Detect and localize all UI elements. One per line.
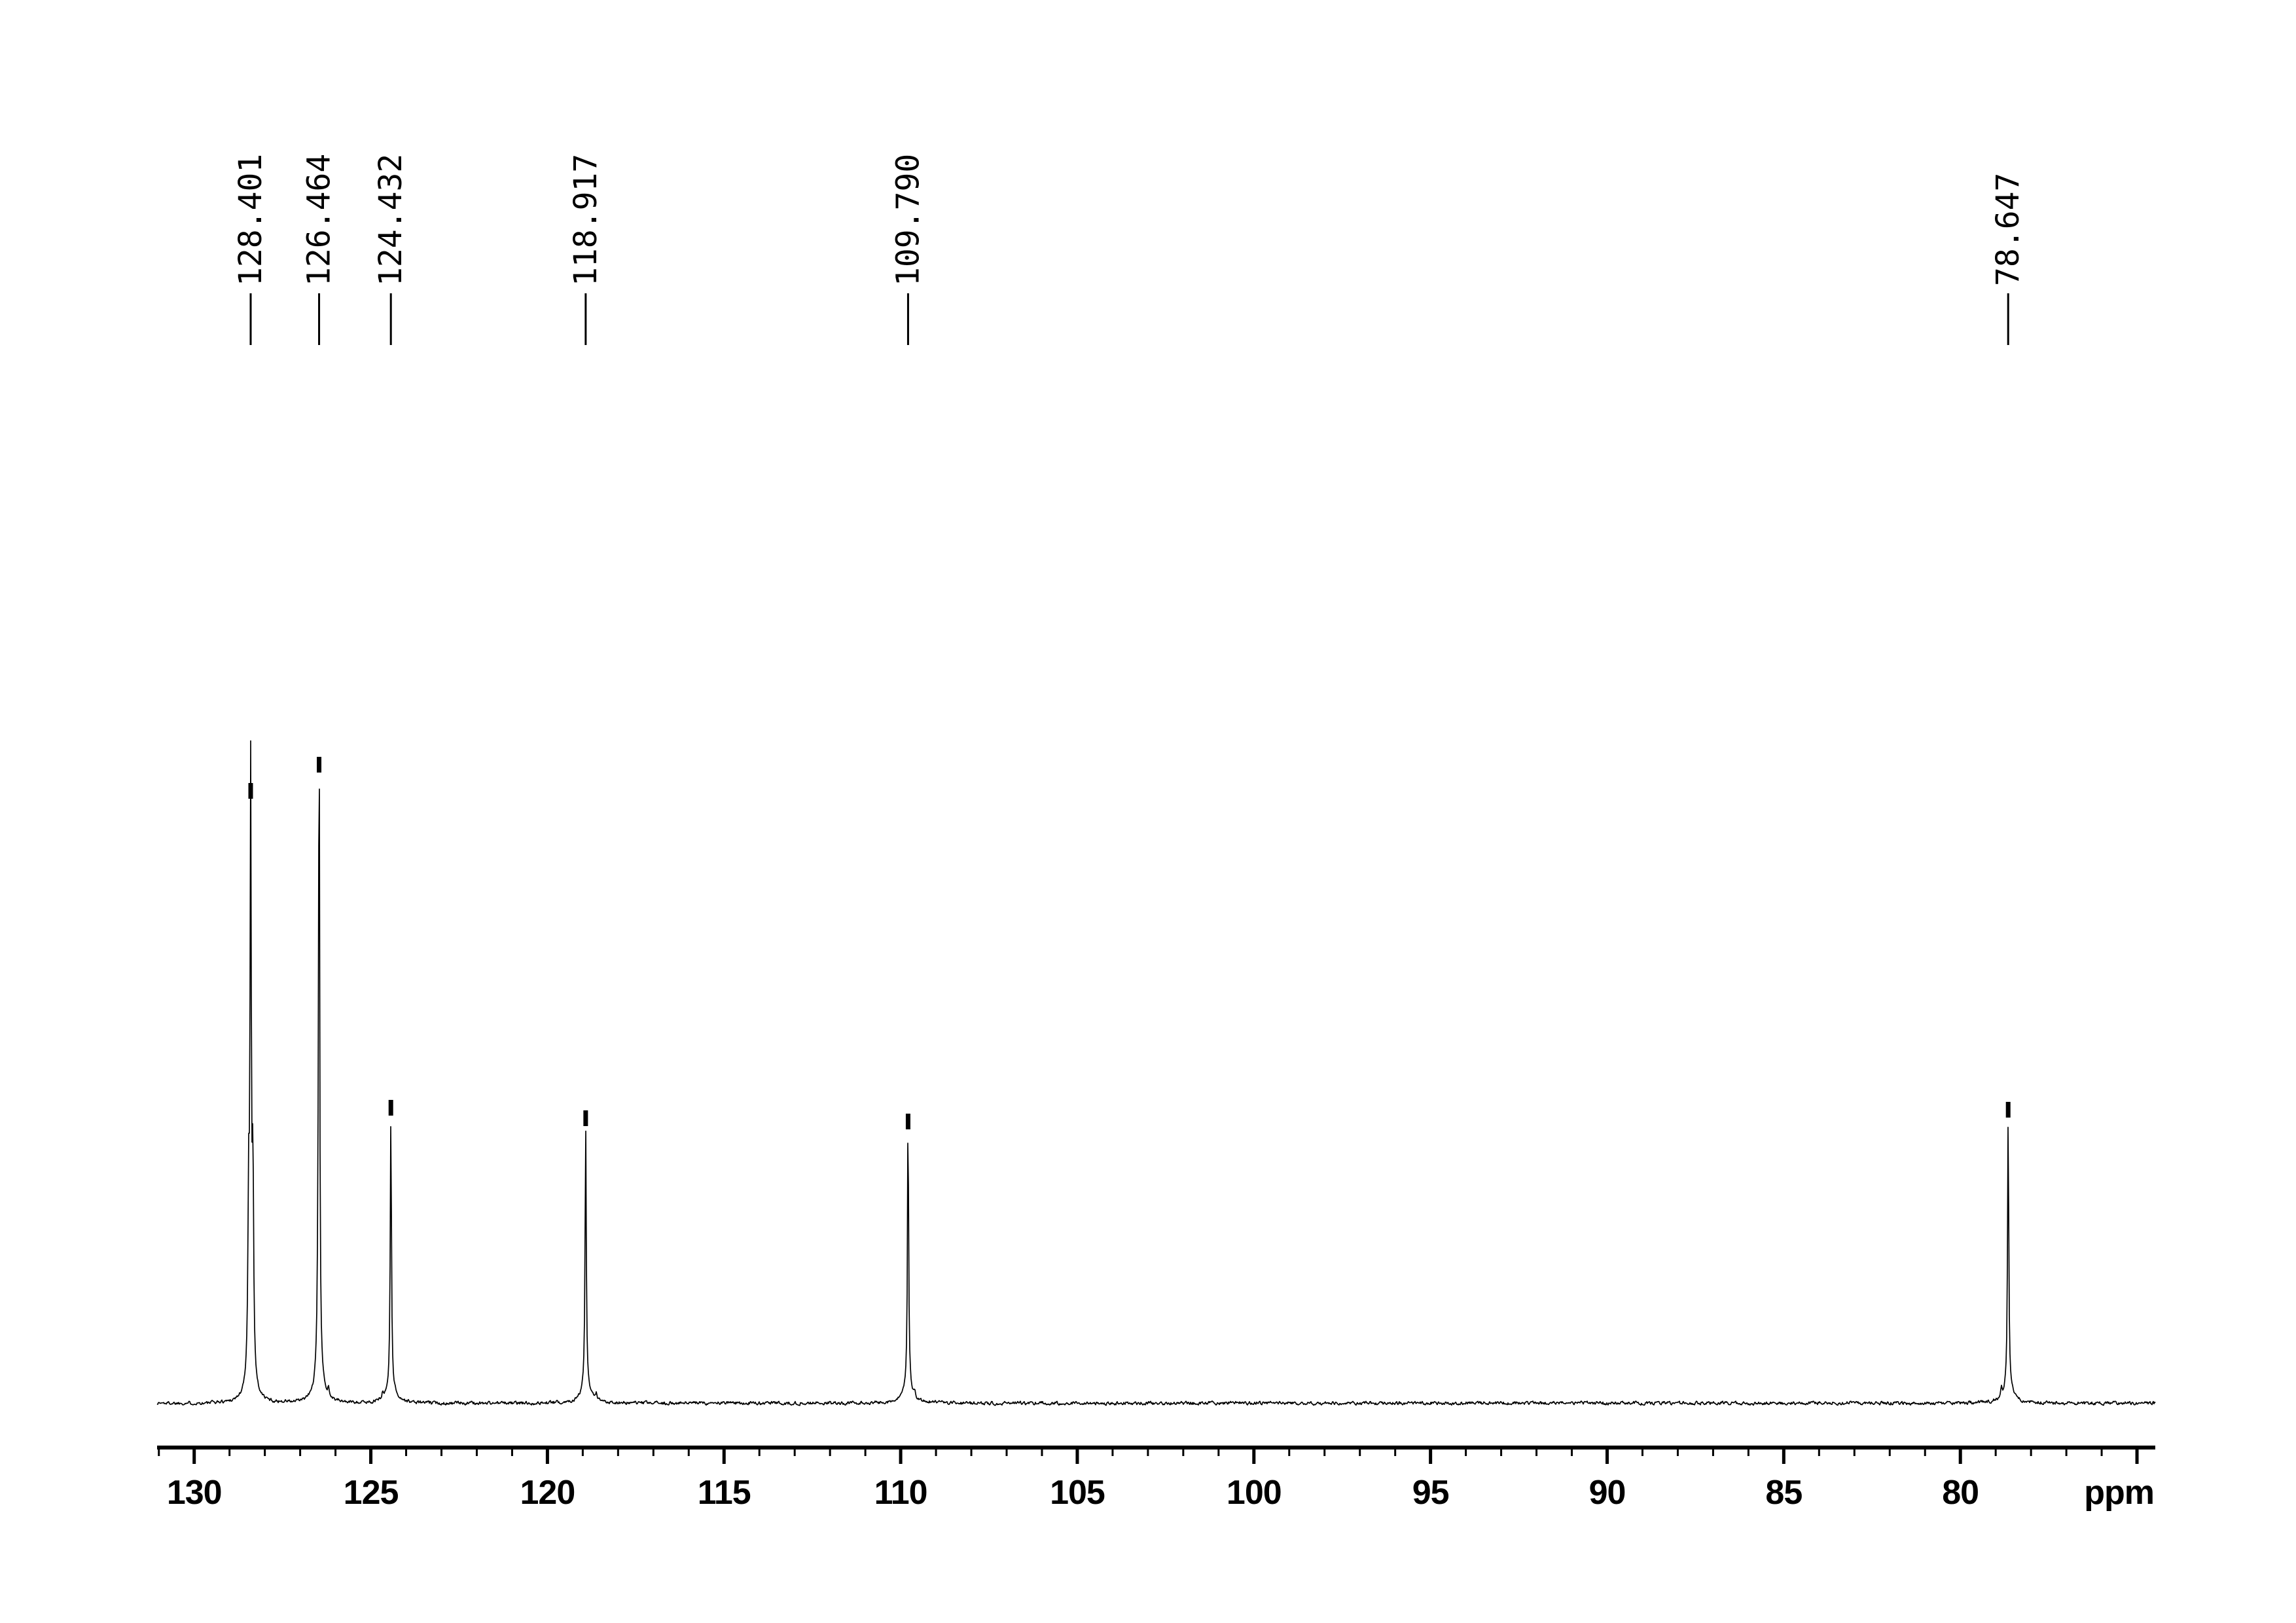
axis-tick-label-125: 125: [344, 1474, 399, 1512]
peak-label-leader-109.790: [906, 293, 909, 345]
spectrum-trace: [156, 740, 2156, 1406]
x-axis-minor-tick: [935, 1446, 937, 1456]
peak-label-leader-124.432: [389, 293, 392, 345]
axis-tick-label-95: 95: [1412, 1474, 1449, 1512]
x-axis-minor-tick: [1994, 1446, 1997, 1456]
x-axis-minor-tick: [1535, 1446, 1538, 1456]
peak-label-group: 128.401 126.464 124.432 118.917 109.790 78.64…: [232, 154, 2026, 345]
x-axis-minor-tick: [793, 1446, 796, 1456]
x-axis-major-tick: [545, 1446, 549, 1464]
x-axis-group: 130 125 120 115 110 105 100 95 90 85 80 ppm: [157, 1446, 2155, 1512]
x-axis-major-tick: [1429, 1446, 1433, 1464]
x-axis-minor-tick: [829, 1446, 831, 1456]
x-axis-minor-tick: [264, 1446, 266, 1456]
x-axis-minor-tick: [1712, 1446, 1714, 1456]
x-axis-major-tick: [1075, 1446, 1079, 1464]
axis-unit-label: ppm: [2084, 1474, 2154, 1512]
peak-label-124.432: 124.432: [372, 154, 409, 286]
axis-tick-label-105: 105: [1050, 1474, 1105, 1512]
peak-label-118.917: 118.917: [567, 154, 604, 286]
x-axis-minor-tick: [1005, 1446, 1008, 1456]
x-axis-major-tick: [1605, 1446, 1609, 1464]
peak-label-leader-118.917: [584, 293, 587, 345]
axis-tick-label-80: 80: [1942, 1474, 1979, 1512]
x-axis-minor-tick: [1571, 1446, 1573, 1456]
x-axis-major-tick: [1782, 1446, 1785, 1464]
x-axis-major-tick: [2135, 1446, 2139, 1464]
x-axis-minor-tick: [334, 1446, 337, 1456]
peak-pick-marker-118.917: [583, 1110, 588, 1126]
x-axis-line: [157, 1446, 2155, 1450]
x-axis-minor-tick: [1888, 1446, 1891, 1456]
x-axis-major-tick: [192, 1446, 196, 1464]
x-axis-minor-tick: [1359, 1446, 1361, 1456]
peak-label-leader-128.401: [249, 293, 252, 345]
x-axis-major-tick: [1958, 1446, 1962, 1464]
axis-tick-label-90: 90: [1589, 1474, 1626, 1512]
x-axis-minor-tick: [758, 1446, 761, 1456]
x-axis-minor-tick: [687, 1446, 690, 1456]
x-axis-minor-tick: [1147, 1446, 1149, 1456]
spectrum-trace-group: [156, 740, 2156, 1406]
x-axis-minor-tick: [864, 1446, 867, 1456]
x-axis-minor-tick: [1500, 1446, 1503, 1456]
peak-label-78.647: 78.647: [1990, 173, 2026, 286]
x-axis-major-tick: [722, 1446, 726, 1464]
x-axis-major-tick: [899, 1446, 903, 1464]
peak-label-126.464: 126.464: [301, 154, 338, 286]
peak-label-leader-126.464: [318, 293, 321, 345]
x-axis-minor-tick: [1465, 1446, 1467, 1456]
x-axis-minor-tick: [1676, 1446, 1679, 1456]
peak-marker-group: [248, 757, 2011, 1129]
axis-tick-label-115: 115: [698, 1474, 751, 1512]
peak-label-128.401: 128.401: [232, 154, 269, 286]
x-axis-minor-tick: [1111, 1446, 1114, 1456]
peak-pick-marker-126.464: [317, 757, 322, 773]
x-axis-minor-tick: [511, 1446, 513, 1456]
x-axis-minor-tick: [1394, 1446, 1397, 1456]
x-axis-minor-tick: [1818, 1446, 1820, 1456]
axis-tick-label-110: 110: [874, 1474, 927, 1512]
x-axis-major-tick: [369, 1446, 373, 1464]
x-axis-minor-tick: [2030, 1446, 2032, 1456]
x-axis-minor-tick: [2065, 1446, 2068, 1456]
x-axis-minor-tick: [617, 1446, 619, 1456]
x-axis-major-tick: [1252, 1446, 1256, 1464]
x-axis-minor-tick: [1747, 1446, 1749, 1456]
peak-pick-marker-128.401: [248, 783, 253, 799]
x-axis-minor-tick: [1182, 1446, 1185, 1456]
axis-tick-label-85: 85: [1765, 1474, 1802, 1512]
x-axis-minor-tick: [405, 1446, 408, 1456]
x-axis-minor-tick: [1853, 1446, 1856, 1456]
x-axis-minor-tick: [970, 1446, 973, 1456]
x-axis-minor-tick: [158, 1446, 160, 1456]
x-axis-minor-tick: [1924, 1446, 1926, 1456]
x-axis-minor-tick: [299, 1446, 302, 1456]
peak-pick-marker-109.790: [905, 1114, 910, 1129]
x-axis-minor-tick: [1041, 1446, 1043, 1456]
x-axis-minor-tick: [440, 1446, 442, 1456]
x-axis-minor-tick: [2100, 1446, 2103, 1456]
x-axis-minor-tick: [1641, 1446, 1643, 1456]
x-axis-minor-tick: [581, 1446, 584, 1456]
axis-tick-label-100: 100: [1227, 1474, 1282, 1512]
axis-tick-label-120: 120: [520, 1474, 575, 1512]
x-axis-minor-tick: [652, 1446, 655, 1456]
peak-pick-marker-78.647: [2005, 1102, 2011, 1118]
peak-label-109.790: 109.790: [889, 154, 926, 286]
axis-tick-label-130: 130: [167, 1474, 222, 1512]
x-axis-minor-tick: [1288, 1446, 1291, 1456]
peak-pick-marker-124.432: [388, 1100, 393, 1116]
x-axis-minor-tick: [1323, 1446, 1326, 1456]
peak-label-leader-78.647: [2007, 293, 2009, 345]
x-axis-minor-tick: [228, 1446, 231, 1456]
x-axis-minor-tick: [1217, 1446, 1220, 1456]
x-axis-minor-tick: [475, 1446, 478, 1456]
